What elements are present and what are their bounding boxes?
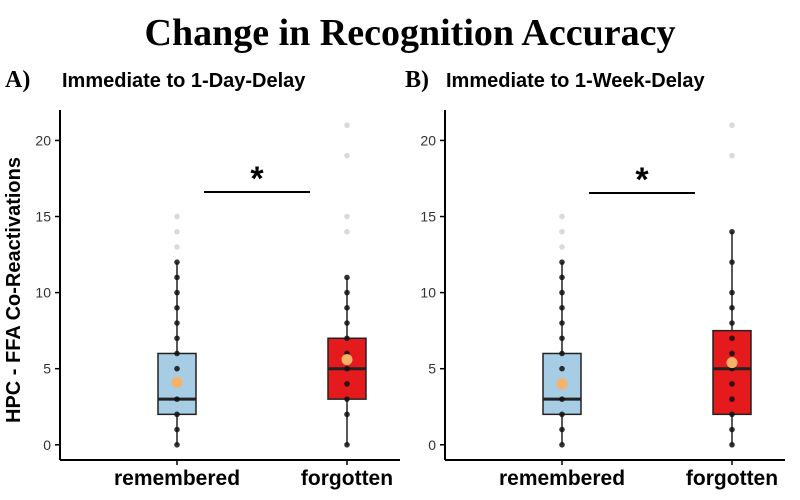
data-point: [729, 228, 735, 235]
data-point: [174, 441, 180, 448]
outlier-point: [729, 122, 735, 129]
data-point: [729, 320, 735, 326]
data-point: [174, 350, 180, 357]
data-point: [559, 396, 565, 402]
box-forgotten: [712, 122, 752, 448]
mean-marker: [556, 378, 568, 390]
significance-star: *: [635, 161, 649, 199]
data-point: [559, 411, 565, 418]
data-point: [729, 335, 735, 342]
outlier-point: [174, 228, 180, 235]
box-remembered: [157, 213, 197, 448]
y-tick-label: 5: [428, 361, 436, 377]
data-point: [344, 274, 350, 281]
y-tick-label: 15: [35, 209, 51, 225]
y-tick-label: 0: [43, 437, 51, 453]
data-point: [559, 365, 565, 372]
outlier-point: [344, 213, 350, 220]
data-point: [174, 289, 180, 296]
data-point: [174, 411, 180, 418]
data-point: [344, 305, 350, 311]
box-remembered: [542, 213, 582, 448]
data-point: [729, 441, 735, 448]
data-point: [344, 411, 350, 418]
data-point: [559, 320, 565, 326]
data-point: [729, 289, 735, 296]
data-point: [344, 289, 350, 296]
y-axis-label: HPC - FFA Co-Reactivations: [3, 157, 25, 423]
data-point: [729, 411, 735, 418]
data-point: [174, 396, 180, 402]
figure-title: Change in Recognition Accuracy: [145, 12, 676, 54]
data-point: [559, 335, 565, 342]
data-point: [559, 350, 565, 357]
data-point: [344, 396, 350, 402]
data-point: [174, 305, 180, 311]
data-point: [174, 320, 180, 326]
y-tick-label: 20: [420, 132, 436, 148]
data-point: [174, 259, 180, 265]
data-point: [174, 426, 180, 433]
data-point: [174, 335, 180, 342]
panel-label: A): [5, 67, 30, 93]
x-tick-label: forgotten: [686, 467, 778, 490]
x-tick-label: remembered: [499, 467, 625, 490]
outlier-point: [729, 152, 735, 159]
outlier-point: [559, 213, 565, 220]
data-point: [559, 426, 565, 433]
outlier-point: [344, 122, 350, 129]
data-point: [729, 259, 735, 265]
x-tick-label: remembered: [114, 467, 240, 490]
significance-star: *: [250, 160, 264, 198]
y-tick-label: 15: [420, 209, 436, 225]
data-point: [729, 350, 735, 357]
outlier-point: [174, 244, 180, 250]
box-forgotten: [327, 122, 367, 448]
data-point: [344, 320, 350, 326]
outlier-point: [559, 244, 565, 250]
data-point: [559, 259, 565, 265]
data-point: [559, 441, 565, 448]
data-point: [344, 441, 350, 448]
data-point: [729, 426, 735, 433]
data-point: [729, 305, 735, 311]
mean-marker: [726, 357, 738, 369]
y-tick-label: 5: [43, 361, 51, 377]
data-point: [344, 381, 350, 387]
outlier-point: [174, 213, 180, 220]
data-point: [344, 365, 350, 372]
mean-marker: [171, 376, 183, 388]
panel-title: Immediate to 1-Week-Delay: [446, 70, 705, 92]
y-tick-label: 10: [420, 285, 436, 301]
data-point: [344, 335, 350, 342]
outlier-point: [344, 228, 350, 235]
panel-b: B) Immediate to 1-Week-Delay 0 5 10 15 20 remem…: [405, 67, 785, 490]
y-tick-label: 0: [428, 437, 436, 453]
outlier-point: [559, 228, 565, 235]
x-tick-label: forgotten: [301, 467, 393, 490]
panel-title: Immediate to 1-Day-Delay: [62, 70, 306, 92]
mean-marker: [341, 354, 353, 366]
data-point: [559, 274, 565, 281]
outlier-point: [344, 152, 350, 159]
data-point: [174, 274, 180, 281]
y-tick-label: 20: [35, 132, 51, 148]
data-point: [729, 381, 735, 387]
data-point: [729, 396, 735, 402]
data-point: [559, 289, 565, 296]
data-point: [174, 365, 180, 372]
data-point: [559, 305, 565, 311]
panel-label: B): [405, 67, 429, 93]
panel-a: A) Immediate to 1-Day-Delay 0 5 10 15 20 rememb…: [5, 67, 400, 490]
panels: A) Immediate to 1-Day-Delay 0 5 10 15 20 rememb…: [5, 67, 785, 490]
y-tick-label: 10: [35, 285, 51, 301]
